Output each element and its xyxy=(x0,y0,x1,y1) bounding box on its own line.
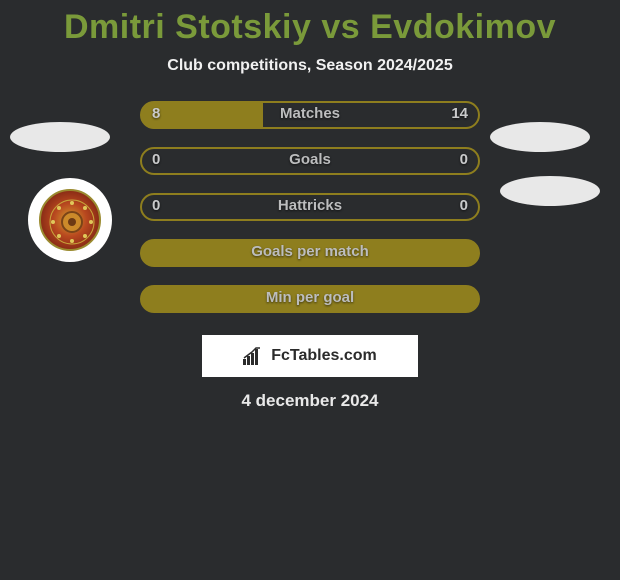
fctables-badge: FcTables.com xyxy=(202,335,418,377)
stat-label: Min per goal xyxy=(140,285,480,313)
date-text: 4 december 2024 xyxy=(0,391,620,411)
avatar-placeholder xyxy=(10,122,110,152)
stat-value-left: 0 xyxy=(152,193,160,221)
stat-value-left: 8 xyxy=(152,101,160,129)
club-badge xyxy=(28,178,112,262)
stat-label: Hattricks xyxy=(140,193,480,221)
fctables-label: FcTables.com xyxy=(271,347,377,365)
stat-value-right: 0 xyxy=(460,193,468,221)
stat-value-left: 0 xyxy=(152,147,160,175)
stat-value-right: 0 xyxy=(460,147,468,175)
subtitle: Club competitions, Season 2024/2025 xyxy=(0,57,620,75)
page-title: Dmitri Stotskiy vs Evdokimov xyxy=(0,8,620,47)
stats-card: Dmitri Stotskiy vs Evdokimov Club compet… xyxy=(0,0,620,580)
stat-label: Matches xyxy=(140,101,480,129)
stat-value-right: 14 xyxy=(451,101,468,129)
stat-label: Goals xyxy=(140,147,480,175)
stat-row: Min per goal xyxy=(0,285,620,331)
stat-label: Goals per match xyxy=(140,239,480,267)
badge-inner xyxy=(39,189,101,251)
avatar-placeholder xyxy=(490,122,590,152)
avatar-placeholder xyxy=(500,176,600,206)
bar-chart-icon xyxy=(243,347,265,365)
